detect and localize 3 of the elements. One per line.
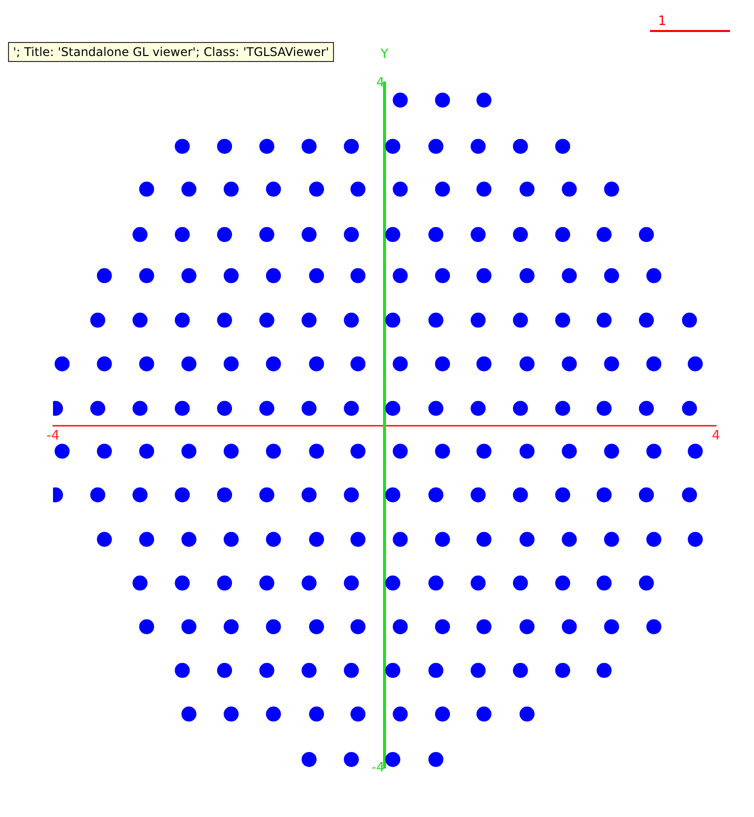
y-axis-title: Y (380, 46, 389, 62)
text: 1 (658, 14, 666, 29)
tooltip-box: '; Title: 'Standalone GL viewer'; Class: 'TGLSAViewer' (8, 42, 334, 62)
